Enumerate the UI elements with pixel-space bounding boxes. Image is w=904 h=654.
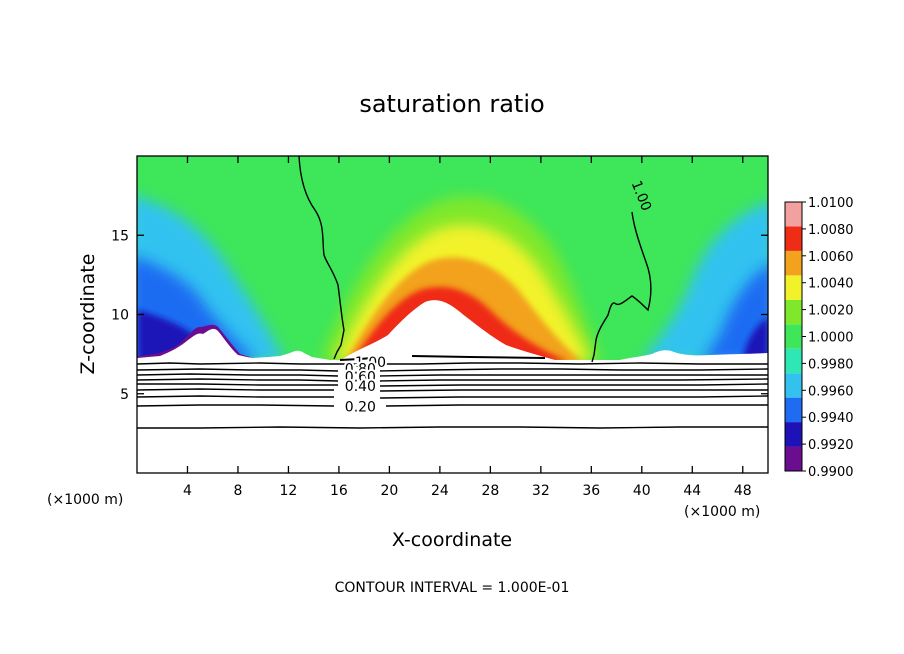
y-tick-label: 5 [120,387,129,403]
chart-title: saturation ratio [359,90,544,118]
colorbar-swatch [785,226,802,251]
contour-lines [137,156,768,429]
colorbar-swatch [785,446,802,471]
x-tick-label: 4 [183,483,192,499]
colorbar-swatch [785,275,802,300]
contour-label: 0.40 [345,379,376,395]
contour-label: 0.60 [345,369,376,385]
colorbar-swatch [785,373,802,398]
x-unit-right: (×1000 m) [684,504,760,520]
colorbar-label: 1.0020 [808,304,854,319]
x-tick-label: 12 [280,483,298,499]
colorbar-swatch [785,348,802,374]
colorbar-label: 1.0040 [808,277,854,292]
x-unit-left: (×1000 m) [47,492,123,508]
y-tick-label: 10 [111,308,129,324]
x-tick-label: 40 [633,483,651,499]
contour-1-00-upper-right [591,211,652,363]
x-tick-label: 16 [330,483,348,499]
terrain-right [612,350,768,362]
x-tick-label: 44 [683,483,701,499]
colorbar-label: 0.9980 [808,357,854,372]
y-axis: 5 10 15 [111,228,768,403]
x-tick-label: 24 [431,483,449,499]
colorbar-swatch [785,397,802,423]
x-tick-label: 36 [582,483,600,499]
colorbar-swatch [785,299,802,325]
colorbar-label: 0.9960 [808,384,854,399]
colorbar: 0.9900 0.9920 0.9940 0.9960 0.9980 1.0000 1.00… [784,196,854,480]
field-darkblue-right [742,318,768,362]
colorbar-swatch [785,250,802,276]
contour-0-30 [137,395,768,399]
x-tick-label: 20 [380,483,398,499]
contour-interval-footer: CONTOUR INTERVAL = 1.000E-01 [335,580,570,596]
contour-0-20 [137,404,768,407]
contour-0-10 [137,426,768,429]
contour-0-60 [137,378,768,382]
colorbar-label: 0.9900 [808,465,854,480]
colorbar-swatch [785,324,802,349]
colorbar-swatch [785,422,802,447]
saturation-field [137,156,768,473]
contour-1-00-upper-left [298,156,345,360]
colorbar-label: 1.0100 [808,196,854,211]
contour-0-70 [137,373,768,377]
contour-label: 0.80 [345,361,376,377]
contour-label: 1.00 [355,355,386,371]
x-tick-label: 48 [734,483,752,499]
colorbar-label: 1.0000 [808,331,854,346]
contour-0-80 [137,368,768,372]
x-axis-label: X-coordinate [392,529,512,551]
contour-0-50 [137,383,768,387]
contour-1-00-surface [339,355,546,361]
x-tick-label: 28 [481,483,499,499]
colorbar-label: 1.0060 [808,250,854,265]
terrain-center [338,300,562,362]
colorbar-label: 0.9940 [808,411,854,426]
contour-0-40 [137,388,768,392]
y-tick-label: 15 [111,228,129,244]
contour-label: 0.20 [345,399,376,415]
surface-layer [137,360,768,473]
contour-0-90 [137,362,768,365]
colorbar-swatch [785,202,802,227]
x-tick-label: 8 [233,483,242,499]
plot-area [137,156,768,473]
terrain-left [137,328,330,362]
y-axis-label: Z-coordinate [77,254,99,375]
x-axis: 4 8 12 16 20 24 28 32 36 40 44 48 [183,156,752,499]
colorbar-label: 0.9920 [808,438,854,453]
colorbar-label: 1.0080 [808,223,854,238]
x-tick-label: 32 [532,483,550,499]
